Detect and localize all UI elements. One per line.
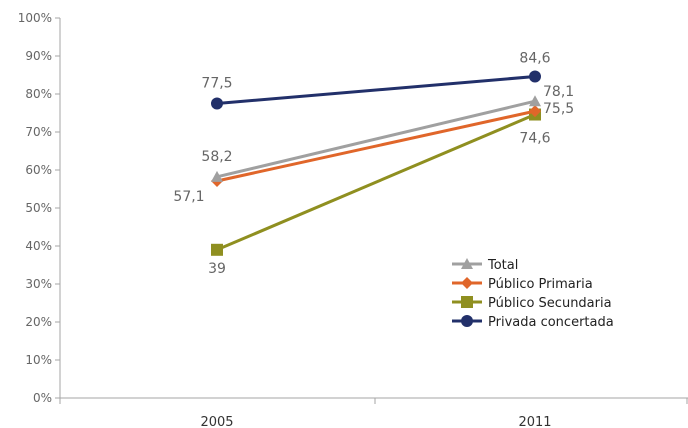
- axes: 0% 10% 20% 30% 40% 50% 60% 70% 80% 90% 100% 2005 201…: [18, 11, 688, 428]
- series-publico-primaria: [211, 105, 541, 188]
- series-line: [216, 113, 536, 252]
- data-label: 78,1: [543, 84, 574, 100]
- y-tick-label: 30%: [25, 277, 52, 291]
- legend-swatch-marker: [461, 258, 473, 269]
- series-line: [216, 99, 536, 179]
- series-total: [211, 95, 541, 182]
- y-tick-label: 100%: [18, 11, 52, 25]
- data-label: 77,5: [201, 76, 232, 92]
- series-publico-secundaria: [211, 108, 541, 256]
- series-line: [216, 75, 536, 105]
- data-point: [211, 243, 223, 256]
- legend-item: Público Secundaria: [452, 296, 612, 311]
- legend-label: Total: [487, 258, 518, 273]
- y-tick-label: 70%: [25, 125, 52, 139]
- legend-swatch-marker: [461, 315, 473, 327]
- y-tick-label: 90%: [25, 49, 52, 63]
- data-point: [529, 95, 541, 107]
- legend-label: Público Secundaria: [488, 296, 612, 311]
- legend: Total Público Primaria Público Secundaria P…: [452, 258, 614, 330]
- legend-item: Total: [452, 258, 518, 273]
- y-tick-label: 20%: [25, 315, 52, 329]
- legend-item: Público Primaria: [452, 277, 593, 292]
- data-label: 74,6: [519, 131, 550, 147]
- legend-label: Privada concertada: [488, 315, 614, 330]
- x-tick-label: 2011: [518, 415, 551, 428]
- series-line: [216, 109, 536, 183]
- y-tick-label: 10%: [25, 353, 52, 367]
- series-privada-concertada: [211, 70, 541, 110]
- y-tick-label: 40%: [25, 239, 52, 253]
- y-tick-label: 60%: [25, 163, 52, 177]
- y-tick-label: 50%: [25, 201, 52, 215]
- legend-swatch-marker: [461, 277, 473, 289]
- x-tick-label: 2005: [200, 415, 233, 428]
- legend-label: Público Primaria: [488, 277, 593, 292]
- data-label: 75,5: [543, 101, 574, 117]
- data-label: 58,2: [201, 149, 232, 165]
- y-tick-label: 80%: [25, 87, 52, 101]
- y-tick-label: 0%: [33, 391, 52, 405]
- data-labels: 58,2 78,1 57,1 75,5 39 74,6 77,5 84,6: [173, 51, 574, 277]
- data-point: [529, 105, 541, 118]
- legend-swatch-marker: [461, 296, 473, 308]
- legend-item: Privada concertada: [452, 315, 614, 330]
- series-layer: [211, 70, 541, 256]
- data-label: 84,6: [519, 51, 550, 67]
- data-point: [211, 97, 223, 110]
- data-point: [529, 70, 541, 83]
- data-point: [211, 170, 223, 182]
- data-label: 57,1: [173, 189, 204, 205]
- data-label: 39: [208, 261, 226, 277]
